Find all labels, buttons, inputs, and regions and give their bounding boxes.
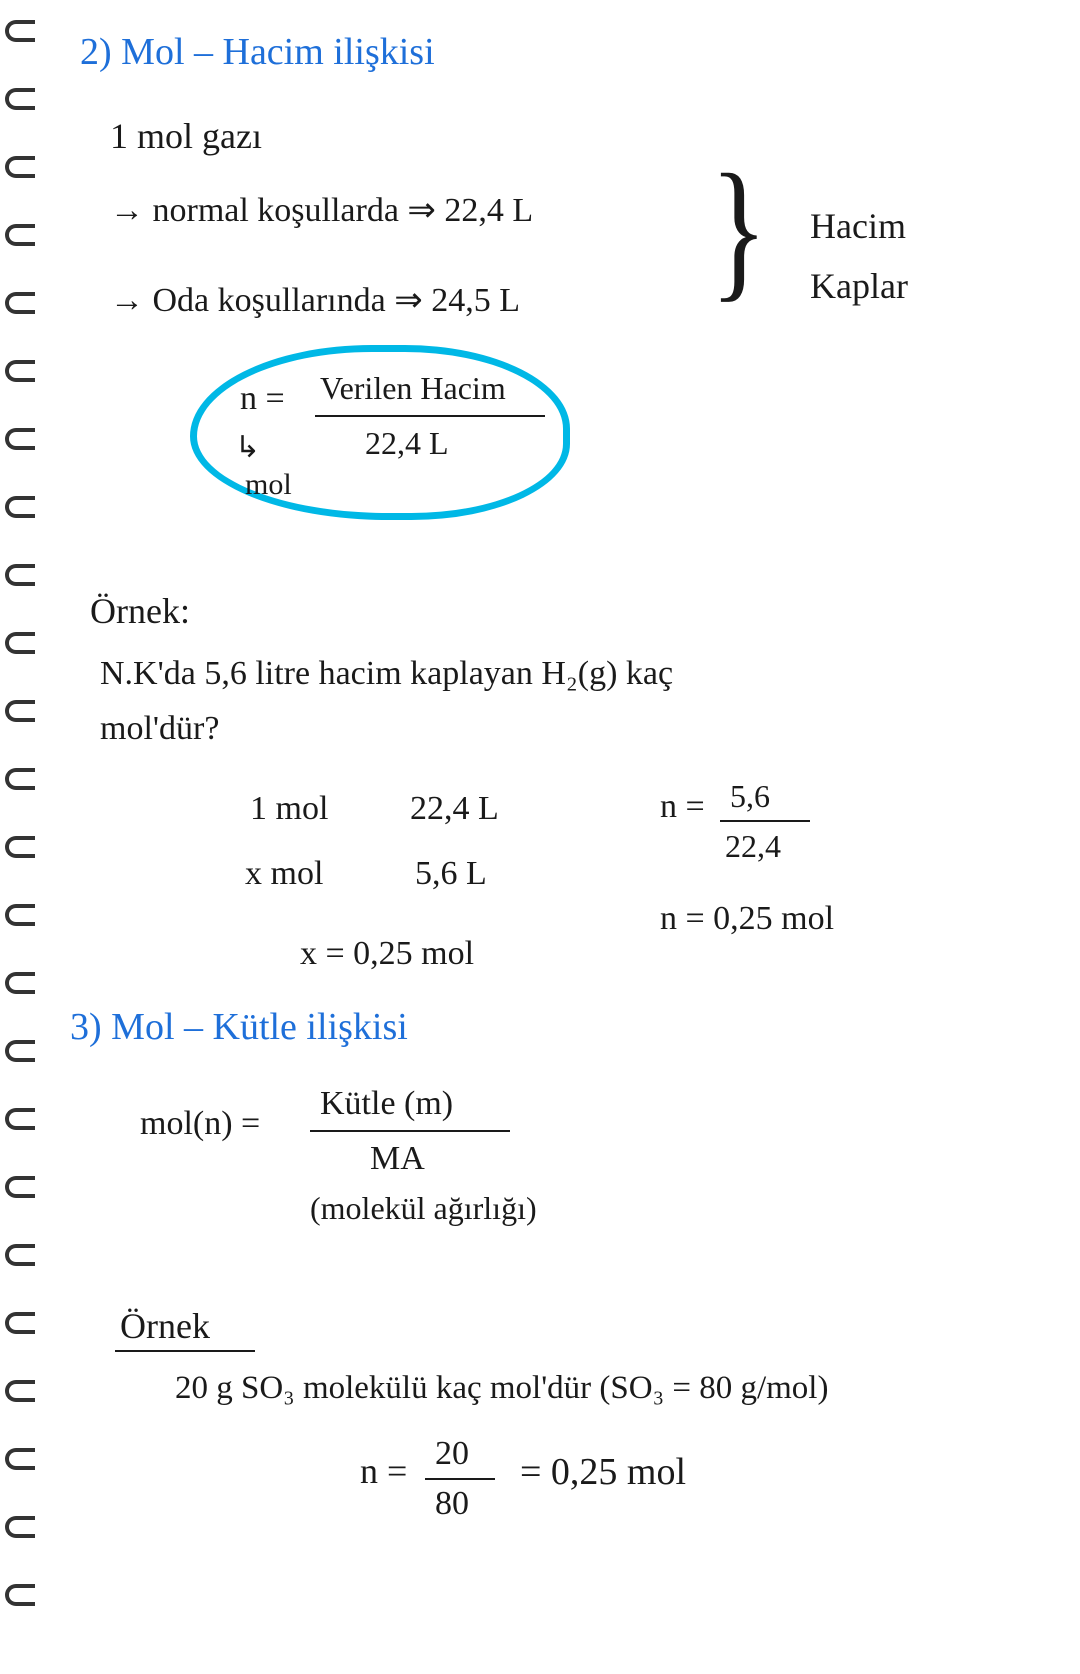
spiral-ring: [5, 1040, 35, 1062]
formula1-denominator: 22,4 L: [365, 425, 449, 462]
formula2-lhs: mol(n) =: [140, 1105, 260, 1143]
spiral-ring: [5, 1380, 35, 1402]
spiral-ring: [5, 20, 35, 42]
formula2-fraction-line: [310, 1130, 510, 1132]
prop-1mol: 1 mol: [250, 790, 328, 828]
brace-label-bottom: Kaplar: [810, 265, 908, 307]
example2-calc-lhs: n =: [360, 1450, 407, 1492]
spiral-ring: [5, 768, 35, 790]
spiral-ring: [5, 156, 35, 178]
spiral-ring: [5, 1176, 35, 1198]
heading-3: 3) Mol – Kütle ilişkisi: [70, 1005, 408, 1049]
formula1-mol-label: mol: [245, 468, 292, 502]
curly-brace: }: [710, 139, 768, 318]
example1-text-line2: mol'dür?: [100, 710, 219, 748]
spiral-ring: [5, 700, 35, 722]
calc-n-fraction-line: [720, 820, 810, 822]
prop-224: 22,4 L: [410, 790, 499, 828]
calc-n-result: n = 0,25 mol: [660, 900, 834, 938]
formula2-denominator: MA: [370, 1140, 425, 1178]
spiral-ring: [5, 836, 35, 858]
spiral-ring: [5, 428, 35, 450]
example2-underline: [115, 1350, 255, 1352]
spiral-ring: [5, 1312, 35, 1334]
example1-text-line1: N.K'da 5,6 litre hacim kaplayan H₂(g) ka…: [100, 655, 673, 693]
normal-condition: → normal koşullarda ⇒ 22,4 L: [110, 190, 533, 230]
spiral-ring: [5, 1108, 35, 1130]
prop-56: 5,6 L: [415, 855, 487, 893]
spiral-ring: [5, 632, 35, 654]
example2-text: 20 g SO₃ molekülü kaç mol'dür (SO₃ = 80 …: [175, 1370, 828, 1407]
spiral-ring: [5, 1244, 35, 1266]
formula2-denominator-note: (molekül ağırlığı): [310, 1190, 537, 1227]
spiral-ring: [5, 1584, 35, 1606]
spiral-ring: [5, 564, 35, 586]
prop-xmol: x mol: [245, 855, 323, 893]
spiral-ring: [5, 972, 35, 994]
notebook-spiral: [0, 0, 40, 1674]
gas-line: 1 mol gazı: [110, 115, 262, 157]
spiral-ring: [5, 224, 35, 246]
calc-n-num: 5,6: [730, 778, 770, 815]
formula2-numerator: Kütle (m): [320, 1085, 453, 1123]
heading-2: 2) Mol – Hacim ilişkisi: [80, 30, 435, 74]
formula1-fraction-line: [315, 415, 545, 417]
example2-label: Örnek: [120, 1305, 210, 1347]
spiral-ring: [5, 360, 35, 382]
spiral-ring: [5, 292, 35, 314]
formula1-lhs: n =: [240, 380, 285, 418]
example2-calc-num: 20: [435, 1435, 469, 1473]
spiral-ring: [5, 496, 35, 518]
example2-fraction-line: [425, 1478, 495, 1480]
example1-label: Örnek:: [90, 590, 190, 632]
spiral-ring: [5, 1516, 35, 1538]
example2-calc-eq: = 0,25 mol: [520, 1450, 686, 1494]
room-condition: → Oda koşullarında ⇒ 24,5 L: [110, 280, 520, 320]
example2-calc-den: 80: [435, 1485, 469, 1523]
calc-n-den: 22,4: [725, 828, 781, 865]
spiral-ring: [5, 1448, 35, 1470]
spiral-ring: [5, 904, 35, 926]
formula1-numerator: Verilen Hacim: [320, 370, 506, 407]
brace-label-top: Hacim: [810, 205, 906, 247]
spiral-ring: [5, 88, 35, 110]
prop-result: x = 0,25 mol: [300, 935, 474, 973]
formula1-arrow-down: ↳: [235, 430, 260, 465]
calc-n-eq: n =: [660, 788, 705, 826]
